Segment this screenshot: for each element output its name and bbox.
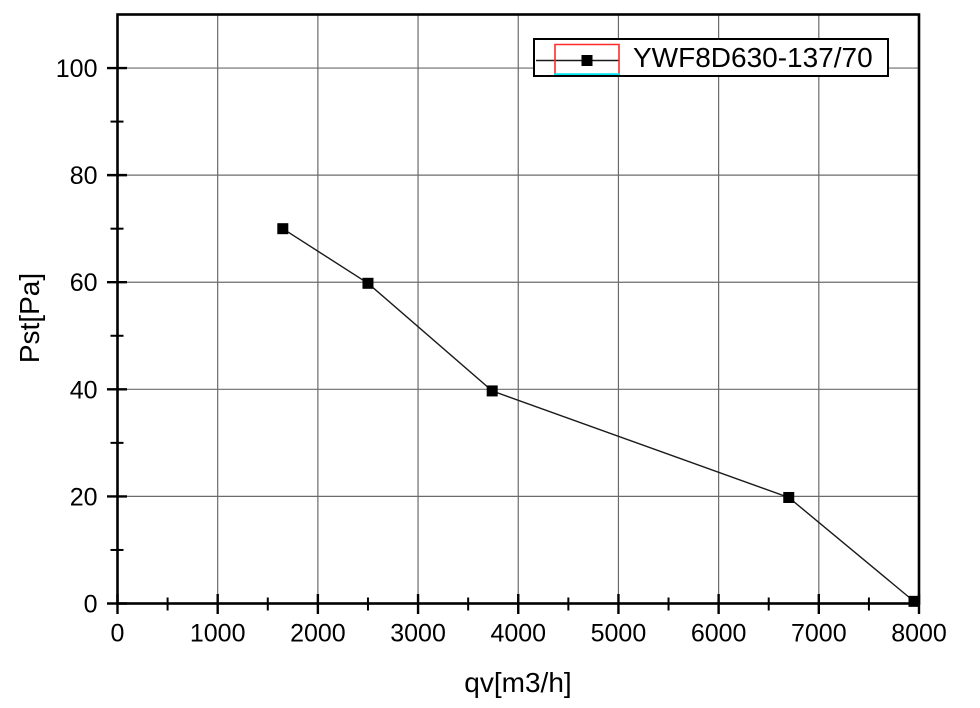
- data-point-marker: [362, 277, 374, 289]
- y-tick-label: 20: [70, 483, 98, 511]
- data-point-marker: [277, 223, 289, 235]
- y-tick-label: 40: [70, 376, 98, 404]
- legend: YWF8D630-137/70: [533, 38, 889, 77]
- legend-selection-box: [554, 43, 620, 75]
- y-tick-label: 100: [56, 55, 98, 83]
- x-tick-label: 5000: [591, 620, 647, 648]
- legend-sample: [536, 43, 620, 75]
- x-tick-label: 2000: [290, 620, 346, 648]
- data-point-marker: [486, 385, 498, 397]
- data-point-marker: [783, 491, 795, 503]
- x-tick-label: 1000: [190, 620, 246, 648]
- legend-marker-icon: [581, 55, 593, 66]
- y-tick-label: 0: [84, 591, 98, 619]
- x-tick-label: 8000: [891, 620, 947, 648]
- x-axis-title: qv[m3/h]: [464, 667, 572, 698]
- x-tick-label: 7000: [791, 620, 847, 648]
- y-tick-label: 60: [70, 269, 98, 297]
- data-point-marker: [908, 595, 920, 607]
- x-tick-label: 4000: [490, 620, 546, 648]
- x-tick-label: 6000: [691, 620, 747, 648]
- legend-label: YWF8D630-137/70: [633, 41, 873, 73]
- x-tick-label: 3000: [390, 620, 446, 648]
- y-axis-title: Pst[Pa]: [14, 272, 45, 364]
- y-tick-label: 80: [70, 162, 98, 190]
- x-tick-label: 0: [111, 620, 125, 648]
